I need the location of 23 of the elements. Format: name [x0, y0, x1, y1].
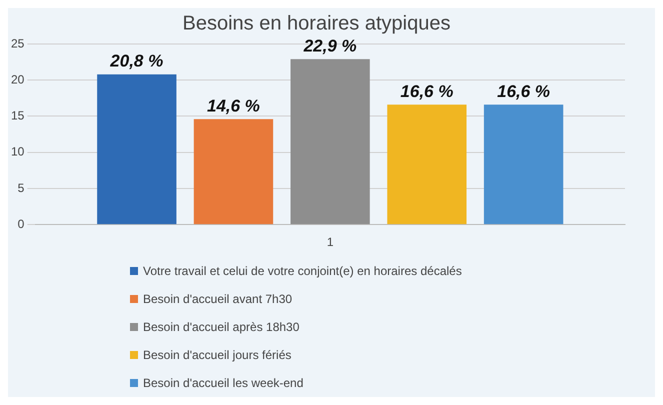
- x-tick-label: 1: [326, 235, 334, 250]
- data-label: 16,6 %: [497, 82, 550, 101]
- data-label: 16,6 %: [400, 82, 454, 101]
- legend-label: Besoin d'accueil jours fériés: [143, 348, 292, 362]
- y-tick-label: 0: [18, 216, 25, 231]
- bar: [484, 104, 564, 224]
- legend-label: Besoin d'accueil après 18h30: [143, 320, 300, 334]
- y-tick-label: 25: [10, 36, 25, 50]
- y-tick-label: 10: [10, 144, 25, 159]
- y-tick-label: 20: [10, 72, 25, 86]
- bar: [97, 74, 176, 224]
- data-label: 20,8 %: [109, 52, 164, 71]
- chart-title: Besoins en horaires atypiques: [182, 12, 450, 35]
- y-tick-label: 5: [18, 180, 25, 195]
- bar: [194, 119, 274, 224]
- data-label: 22,9 %: [302, 36, 357, 56]
- data-label: 14,6 %: [207, 96, 260, 116]
- y-tick-label: 15: [10, 108, 25, 123]
- legend-label: Votre travail et celui de votre conjoint(e) en horaires décalés: [143, 264, 462, 278]
- legend-label: Besoin d'accueil les week-end: [143, 376, 304, 390]
- legend-label: Besoin d'accueil avant 7h30: [143, 292, 292, 306]
- bar: [290, 59, 370, 224]
- bar: [387, 104, 467, 224]
